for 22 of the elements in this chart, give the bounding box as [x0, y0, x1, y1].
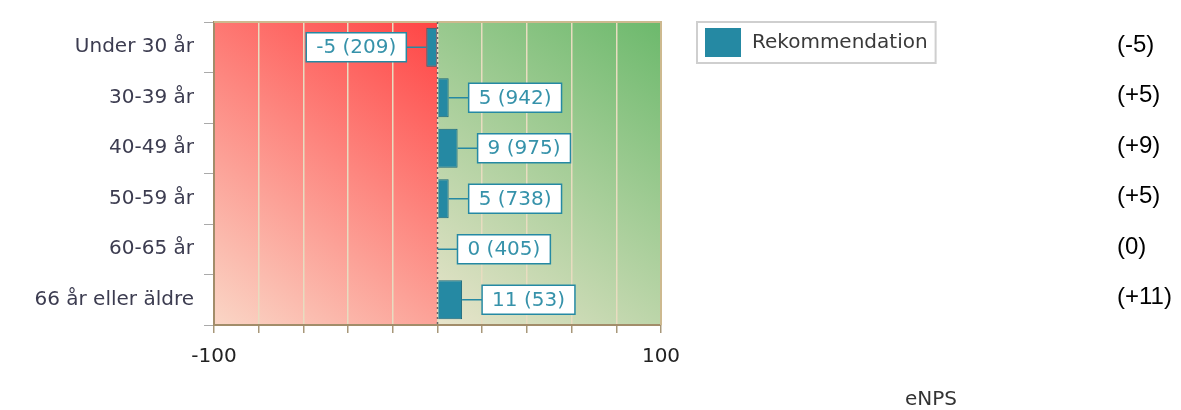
x-tick-label: -100 [191, 343, 237, 368]
data-label: 9 (975) [487, 135, 561, 160]
data-label: -5 (209) [316, 34, 397, 59]
y-tick-label: 60-65 år [109, 235, 195, 260]
y-tick-label: 66 år eller äldre [34, 285, 194, 310]
text: (0) [1117, 231, 1147, 259]
text: eNPS [904, 386, 958, 410]
data-label: 11 (53) [492, 286, 565, 311]
y-tick-label: 40-49 år [109, 134, 195, 159]
data-label: 5 (738) [478, 185, 552, 210]
legend-label: Rekommendation [752, 29, 928, 54]
text: (+9) [1117, 130, 1161, 158]
y-tick-label: Under 30 år [74, 33, 195, 58]
text: (-5) [1117, 29, 1155, 57]
y-tick-label: 30-39 år [109, 83, 195, 108]
data-label: 0 (405) [467, 236, 541, 261]
x-tick-label: 100 [641, 343, 681, 368]
y-tick-label: 50-59 år [109, 184, 195, 209]
text: (+11) [1117, 282, 1172, 310]
text: (+5) [1117, 181, 1161, 209]
text: (+5) [1117, 80, 1161, 108]
data-label: 5 (942) [478, 84, 552, 109]
